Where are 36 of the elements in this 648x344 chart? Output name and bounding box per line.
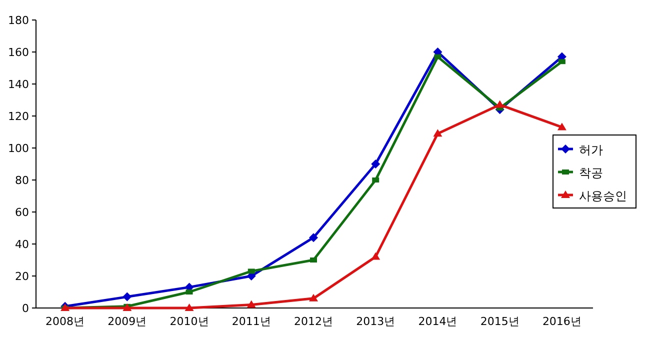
- y-tick-label: 80: [15, 174, 29, 187]
- y-tick-label: 160: [8, 46, 29, 59]
- y-tick-label: 120: [8, 110, 29, 123]
- y-tick-label: 20: [15, 270, 29, 283]
- x-tick-label: 2016년: [542, 315, 582, 328]
- y-tick-label: 60: [15, 206, 29, 219]
- point: [434, 54, 442, 60]
- point: [558, 59, 566, 64]
- point: [310, 258, 317, 262]
- point: [184, 304, 194, 311]
- point: [122, 292, 132, 302]
- point: [495, 100, 504, 108]
- y-tick-label: 40: [15, 238, 29, 251]
- x-tick-label: 2008년: [46, 315, 85, 328]
- x-tick-label: 2009년: [108, 315, 147, 328]
- y-tick-label: 100: [8, 142, 29, 155]
- y-tick-label: 0: [22, 302, 29, 315]
- x-tick-label: 2014년: [418, 315, 458, 328]
- legend-label: 허가: [579, 143, 603, 157]
- point: [309, 233, 318, 242]
- y-tick-label: 140: [8, 78, 29, 91]
- y-tick-label: 180: [8, 14, 29, 27]
- x-tick-label: 2011년: [232, 315, 271, 328]
- x-tick-label: 2012년: [294, 315, 333, 328]
- legend-label: 사용승인: [579, 189, 627, 203]
- legend-label: 착공: [579, 166, 603, 180]
- point: [371, 160, 380, 168]
- point: [309, 294, 318, 302]
- point: [246, 300, 256, 308]
- point: [557, 122, 566, 130]
- x-tick-label: 2010년: [170, 315, 209, 328]
- point: [433, 129, 442, 137]
- x-tick-label: 2013년: [356, 315, 396, 328]
- x-tick-label: 2015년: [480, 315, 520, 328]
- point: [371, 252, 380, 260]
- point: [248, 268, 255, 274]
